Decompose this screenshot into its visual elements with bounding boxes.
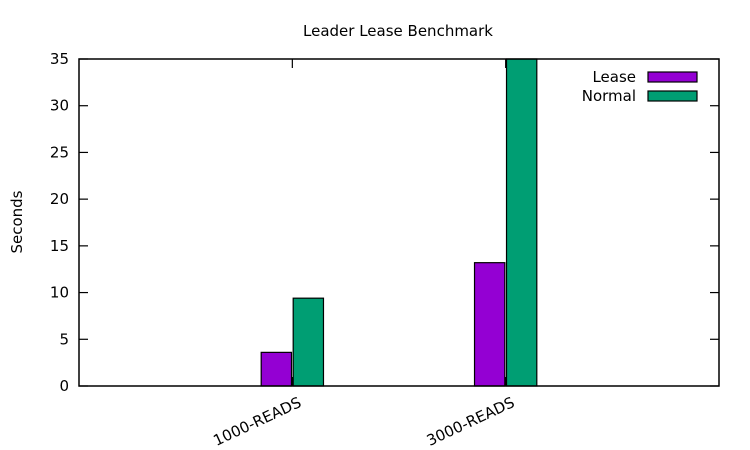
plot-frame <box>78 58 720 387</box>
x-tick-label: 1000-READS <box>210 393 304 449</box>
bar-normal-3000-reads <box>505 58 538 387</box>
y-tick-label: 20 <box>50 190 69 208</box>
legend-swatch-lease <box>647 71 698 83</box>
x-tick-label: 3000-READS <box>424 393 518 449</box>
bar-normal-1000-reads <box>292 297 325 387</box>
legend-label-lease: Lease <box>592 68 636 86</box>
y-tick-label: 30 <box>50 97 69 115</box>
y-tick-label: 15 <box>50 237 69 255</box>
y-tick-label: 10 <box>50 284 69 302</box>
bars <box>260 58 538 387</box>
bar-lease-1000-reads <box>260 351 293 387</box>
y-axis-title: Seconds <box>8 190 26 253</box>
bar-lease-3000-reads <box>473 262 506 387</box>
legend-label-normal: Normal <box>582 87 636 105</box>
y-tick-label: 5 <box>59 330 69 348</box>
y-tick-label: 0 <box>59 377 69 395</box>
chart-title: Leader Lease Benchmark <box>303 22 493 40</box>
y-tick-label: 35 <box>50 50 69 68</box>
legend-swatch-normal <box>647 90 698 102</box>
y-tick-label: 25 <box>50 143 69 161</box>
axis-ticks: 0 5 10 15 20 25 30 35 1000-READS 3000-READS <box>50 50 719 450</box>
